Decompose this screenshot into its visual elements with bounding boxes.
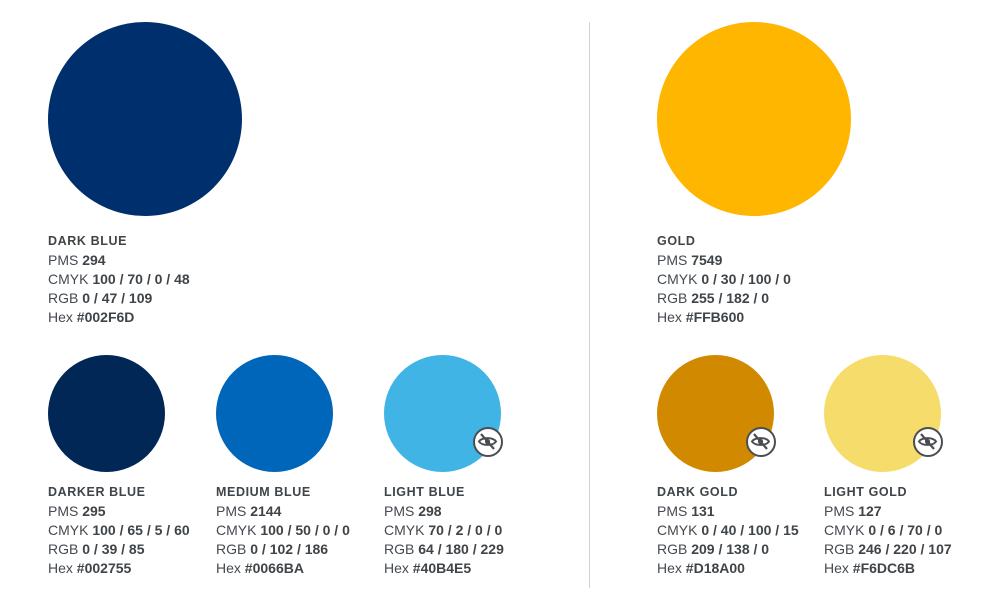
pms-row: PMS 131 [657,503,715,519]
rgb-row: RGB 64 / 180 / 229 [384,541,504,557]
section-divider [589,22,590,588]
swatch-light-blue [384,355,503,472]
hex-row: Hex #002F6D [48,309,135,325]
pms-row: PMS 294 [48,252,106,268]
color-name: GOLD [657,234,696,248]
hex-row: Hex #0066BA [216,560,304,576]
pms-row: PMS 2144 [216,503,282,519]
color-circle-darker-blue [48,355,165,472]
color-circle-light-blue [384,355,503,472]
cmyk-row: CMYK 100 / 70 / 0 / 48 [48,271,190,287]
cmyk-row: CMYK 0 / 6 / 70 / 0 [824,522,943,538]
swatch-gold [657,22,851,216]
color-name: DARK GOLD [657,485,739,499]
low-vision-icon [473,427,503,457]
color-info-light-blue: LIGHT BLUE PMS 298 CMYK 70 / 2 / 0 / 0 R… [384,483,504,578]
color-name: LIGHT BLUE [384,485,465,499]
color-circle-medium-blue [216,355,333,472]
hex-row: Hex #D18A00 [657,560,745,576]
color-info-darker-blue: DARKER BLUE PMS 295 CMYK 100 / 65 / 5 / … [48,483,190,578]
color-info-dark-gold: DARK GOLD PMS 131 CMYK 0 / 40 / 100 / 15… [657,483,799,578]
hex-row: Hex #FFB600 [657,309,745,325]
cmyk-row: CMYK 0 / 40 / 100 / 15 [657,522,799,538]
hex-row: Hex #40B4E5 [384,560,472,576]
rgb-row: RGB 209 / 138 / 0 [657,541,770,557]
color-name: DARK BLUE [48,234,128,248]
color-name: LIGHT GOLD [824,485,908,499]
swatch-light-gold [824,355,943,472]
rgb-row: RGB 0 / 47 / 109 [48,290,153,306]
rgb-row: RGB 0 / 102 / 186 [216,541,329,557]
cmyk-row: CMYK 0 / 30 / 100 / 0 [657,271,791,287]
color-name: MEDIUM BLUE [216,485,311,499]
rgb-row: RGB 255 / 182 / 0 [657,290,770,306]
color-circle-light-gold [824,355,943,472]
color-circle-dark-gold [657,355,776,472]
pms-row: PMS 295 [48,503,106,519]
low-vision-icon [746,427,776,457]
rgb-row: RGB 0 / 39 / 85 [48,541,145,557]
cmyk-row: CMYK 100 / 50 / 0 / 0 [216,522,350,538]
pms-row: PMS 127 [824,503,882,519]
hex-row: Hex #002755 [48,560,132,576]
hex-row: Hex #F6DC6B [824,560,916,576]
color-circle-dark-blue [48,22,242,216]
pms-row: PMS 298 [384,503,442,519]
swatch-medium-blue [216,355,333,472]
low-vision-icon [913,427,943,457]
color-info-dark-blue: DARK BLUE PMS 294 CMYK 100 / 70 / 0 / 48… [48,232,190,327]
color-info-gold: GOLD PMS 7549 CMYK 0 / 30 / 100 / 0 RGB … [657,232,791,327]
swatch-dark-blue [48,22,242,216]
color-name: DARKER BLUE [48,485,146,499]
cmyk-row: CMYK 70 / 2 / 0 / 0 [384,522,503,538]
swatch-dark-gold [657,355,776,472]
color-info-light-gold: LIGHT GOLD PMS 127 CMYK 0 / 6 / 70 / 0 R… [824,483,952,578]
rgb-row: RGB 246 / 220 / 107 [824,541,952,557]
color-circle-gold [657,22,851,216]
cmyk-row: CMYK 100 / 65 / 5 / 60 [48,522,190,538]
color-info-medium-blue: MEDIUM BLUE PMS 2144 CMYK 100 / 50 / 0 /… [216,483,350,578]
pms-row: PMS 7549 [657,252,723,268]
swatch-darker-blue [48,355,165,472]
